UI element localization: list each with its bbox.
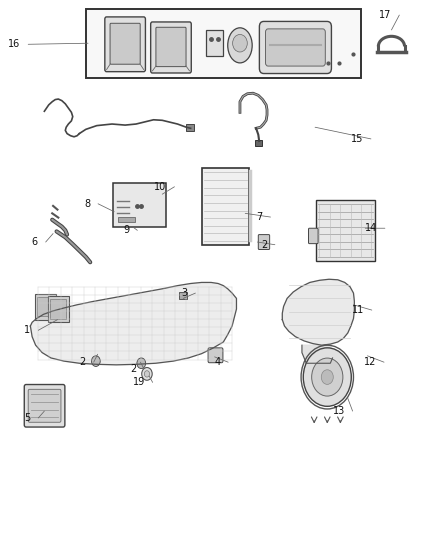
Ellipse shape xyxy=(233,35,247,52)
Text: 4: 4 xyxy=(214,357,220,367)
Bar xyxy=(316,200,375,261)
Text: 10: 10 xyxy=(154,182,166,192)
Bar xyxy=(206,30,223,56)
Text: 5: 5 xyxy=(24,413,30,423)
Circle shape xyxy=(142,368,152,380)
Text: 11: 11 xyxy=(352,305,364,315)
Bar xyxy=(201,168,249,245)
Text: 2: 2 xyxy=(80,357,86,367)
Text: 17: 17 xyxy=(379,10,392,20)
Text: 14: 14 xyxy=(365,223,377,233)
Polygon shape xyxy=(302,345,332,364)
Polygon shape xyxy=(30,282,237,365)
FancyBboxPatch shape xyxy=(24,384,65,427)
Polygon shape xyxy=(283,279,354,345)
FancyBboxPatch shape xyxy=(308,228,318,244)
Text: 2: 2 xyxy=(261,240,267,249)
Bar xyxy=(48,296,69,322)
Text: 1: 1 xyxy=(24,325,30,335)
Text: 16: 16 xyxy=(8,39,20,49)
Text: 6: 6 xyxy=(32,237,38,247)
Text: 13: 13 xyxy=(332,406,345,416)
FancyBboxPatch shape xyxy=(110,23,140,64)
Text: 19: 19 xyxy=(133,377,145,387)
FancyBboxPatch shape xyxy=(208,348,223,363)
Circle shape xyxy=(92,356,100,367)
FancyBboxPatch shape xyxy=(258,235,270,249)
Circle shape xyxy=(303,348,351,406)
FancyBboxPatch shape xyxy=(151,22,191,73)
FancyBboxPatch shape xyxy=(259,21,332,74)
Bar xyxy=(186,124,194,132)
Bar xyxy=(113,183,166,227)
Text: 8: 8 xyxy=(84,199,90,209)
Text: 2: 2 xyxy=(130,364,136,374)
Bar xyxy=(255,140,262,147)
Text: 12: 12 xyxy=(364,357,376,367)
Circle shape xyxy=(321,370,333,384)
FancyBboxPatch shape xyxy=(105,17,145,71)
Text: 9: 9 xyxy=(124,225,130,236)
Bar xyxy=(86,9,361,78)
FancyBboxPatch shape xyxy=(265,29,325,66)
Bar xyxy=(35,294,56,320)
FancyBboxPatch shape xyxy=(156,27,186,67)
Text: 7: 7 xyxy=(256,212,263,222)
Bar xyxy=(118,217,135,222)
Bar xyxy=(37,297,53,317)
Bar xyxy=(179,292,187,300)
FancyBboxPatch shape xyxy=(28,389,61,422)
Circle shape xyxy=(312,358,343,396)
Text: 3: 3 xyxy=(181,288,187,298)
Bar xyxy=(50,300,66,319)
Circle shape xyxy=(137,358,146,368)
Text: 15: 15 xyxy=(351,134,363,144)
Ellipse shape xyxy=(228,28,252,63)
Circle shape xyxy=(145,370,150,377)
